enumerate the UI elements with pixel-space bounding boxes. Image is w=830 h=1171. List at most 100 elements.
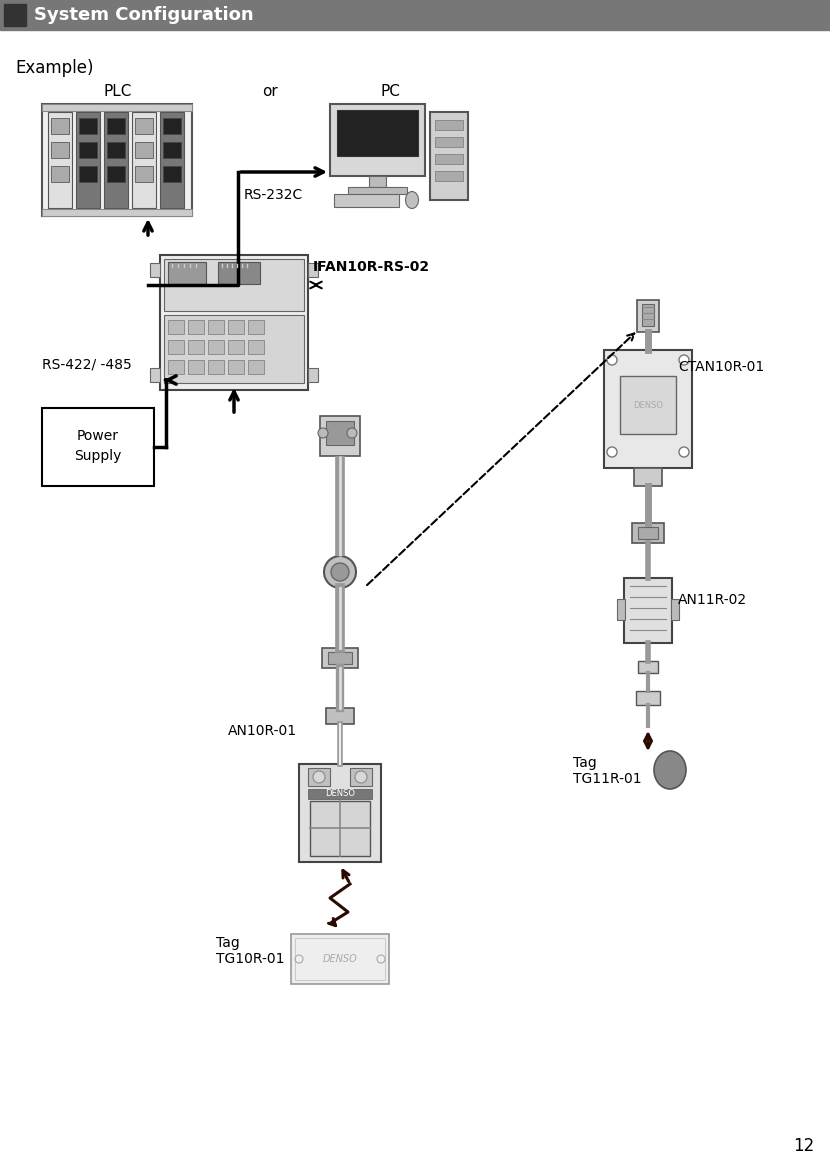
- Ellipse shape: [406, 192, 418, 208]
- Bar: [337, 110, 418, 156]
- Bar: [642, 304, 654, 326]
- Text: DENSO: DENSO: [325, 789, 355, 799]
- Text: System Configuration: System Configuration: [34, 6, 254, 23]
- Circle shape: [679, 355, 689, 365]
- Bar: [135, 118, 153, 133]
- Bar: [248, 359, 264, 374]
- Bar: [320, 416, 360, 456]
- Bar: [107, 166, 125, 182]
- Circle shape: [324, 556, 356, 588]
- Bar: [620, 376, 676, 434]
- Bar: [42, 408, 154, 486]
- Bar: [42, 104, 192, 111]
- Bar: [79, 166, 97, 182]
- Ellipse shape: [654, 751, 686, 789]
- Bar: [76, 112, 100, 208]
- Bar: [330, 104, 425, 176]
- Bar: [51, 142, 69, 158]
- Bar: [188, 340, 204, 354]
- Text: AN10R-01: AN10R-01: [228, 724, 297, 738]
- Bar: [369, 176, 386, 187]
- Bar: [435, 155, 463, 164]
- Bar: [163, 118, 181, 133]
- Bar: [160, 112, 184, 208]
- Circle shape: [607, 447, 617, 457]
- Bar: [51, 118, 69, 133]
- Bar: [135, 166, 153, 182]
- Bar: [322, 648, 358, 667]
- Circle shape: [607, 355, 617, 365]
- Bar: [308, 263, 318, 278]
- Bar: [248, 340, 264, 354]
- Bar: [218, 262, 260, 285]
- Bar: [163, 166, 181, 182]
- Bar: [228, 359, 244, 374]
- Bar: [637, 300, 659, 333]
- Bar: [671, 600, 679, 619]
- Circle shape: [331, 563, 349, 581]
- Bar: [150, 368, 160, 382]
- Bar: [79, 118, 97, 133]
- Bar: [334, 194, 399, 207]
- Text: DENSO: DENSO: [633, 402, 663, 411]
- Text: PLC: PLC: [104, 84, 132, 100]
- Bar: [308, 368, 318, 382]
- Bar: [634, 468, 662, 486]
- Bar: [295, 938, 385, 980]
- Bar: [48, 112, 72, 208]
- Bar: [164, 315, 304, 383]
- Bar: [163, 142, 181, 158]
- Bar: [208, 320, 224, 334]
- Text: Power: Power: [77, 429, 119, 443]
- Text: 12: 12: [793, 1137, 814, 1155]
- Bar: [350, 768, 372, 786]
- Bar: [135, 142, 153, 158]
- Bar: [435, 171, 463, 182]
- Text: Example): Example): [15, 59, 94, 77]
- Bar: [168, 262, 206, 285]
- Bar: [208, 359, 224, 374]
- Text: AN11R-02: AN11R-02: [678, 593, 747, 607]
- Bar: [107, 118, 125, 133]
- Bar: [638, 660, 658, 673]
- Bar: [604, 350, 692, 468]
- Bar: [248, 320, 264, 334]
- Bar: [435, 119, 463, 130]
- Bar: [0, 0, 830, 30]
- Bar: [208, 340, 224, 354]
- Circle shape: [347, 427, 357, 438]
- Bar: [4, 4, 26, 26]
- Text: Tag: Tag: [216, 936, 240, 950]
- Text: Tag: Tag: [573, 756, 597, 771]
- Bar: [308, 789, 372, 799]
- Bar: [624, 578, 672, 643]
- Circle shape: [355, 771, 367, 783]
- Bar: [617, 600, 625, 619]
- Bar: [326, 422, 354, 445]
- Circle shape: [679, 447, 689, 457]
- Bar: [291, 934, 389, 984]
- Bar: [160, 255, 308, 390]
- Text: TG11R-01: TG11R-01: [573, 772, 642, 786]
- Bar: [150, 263, 160, 278]
- Bar: [326, 708, 354, 724]
- Bar: [132, 112, 156, 208]
- Text: IFAN10R-RS-02: IFAN10R-RS-02: [313, 260, 430, 274]
- Text: RS-422/ -485: RS-422/ -485: [42, 358, 132, 372]
- Bar: [104, 112, 128, 208]
- Bar: [308, 768, 330, 786]
- Bar: [42, 208, 192, 215]
- Bar: [430, 112, 468, 200]
- Text: CTAN10R-01: CTAN10R-01: [678, 359, 764, 374]
- Bar: [107, 142, 125, 158]
- Bar: [228, 340, 244, 354]
- Bar: [168, 340, 184, 354]
- Bar: [348, 187, 407, 194]
- Bar: [168, 359, 184, 374]
- Bar: [638, 527, 658, 539]
- Bar: [228, 320, 244, 334]
- Bar: [310, 801, 370, 856]
- Circle shape: [313, 771, 325, 783]
- Text: DENSO: DENSO: [323, 954, 358, 964]
- Bar: [164, 259, 304, 311]
